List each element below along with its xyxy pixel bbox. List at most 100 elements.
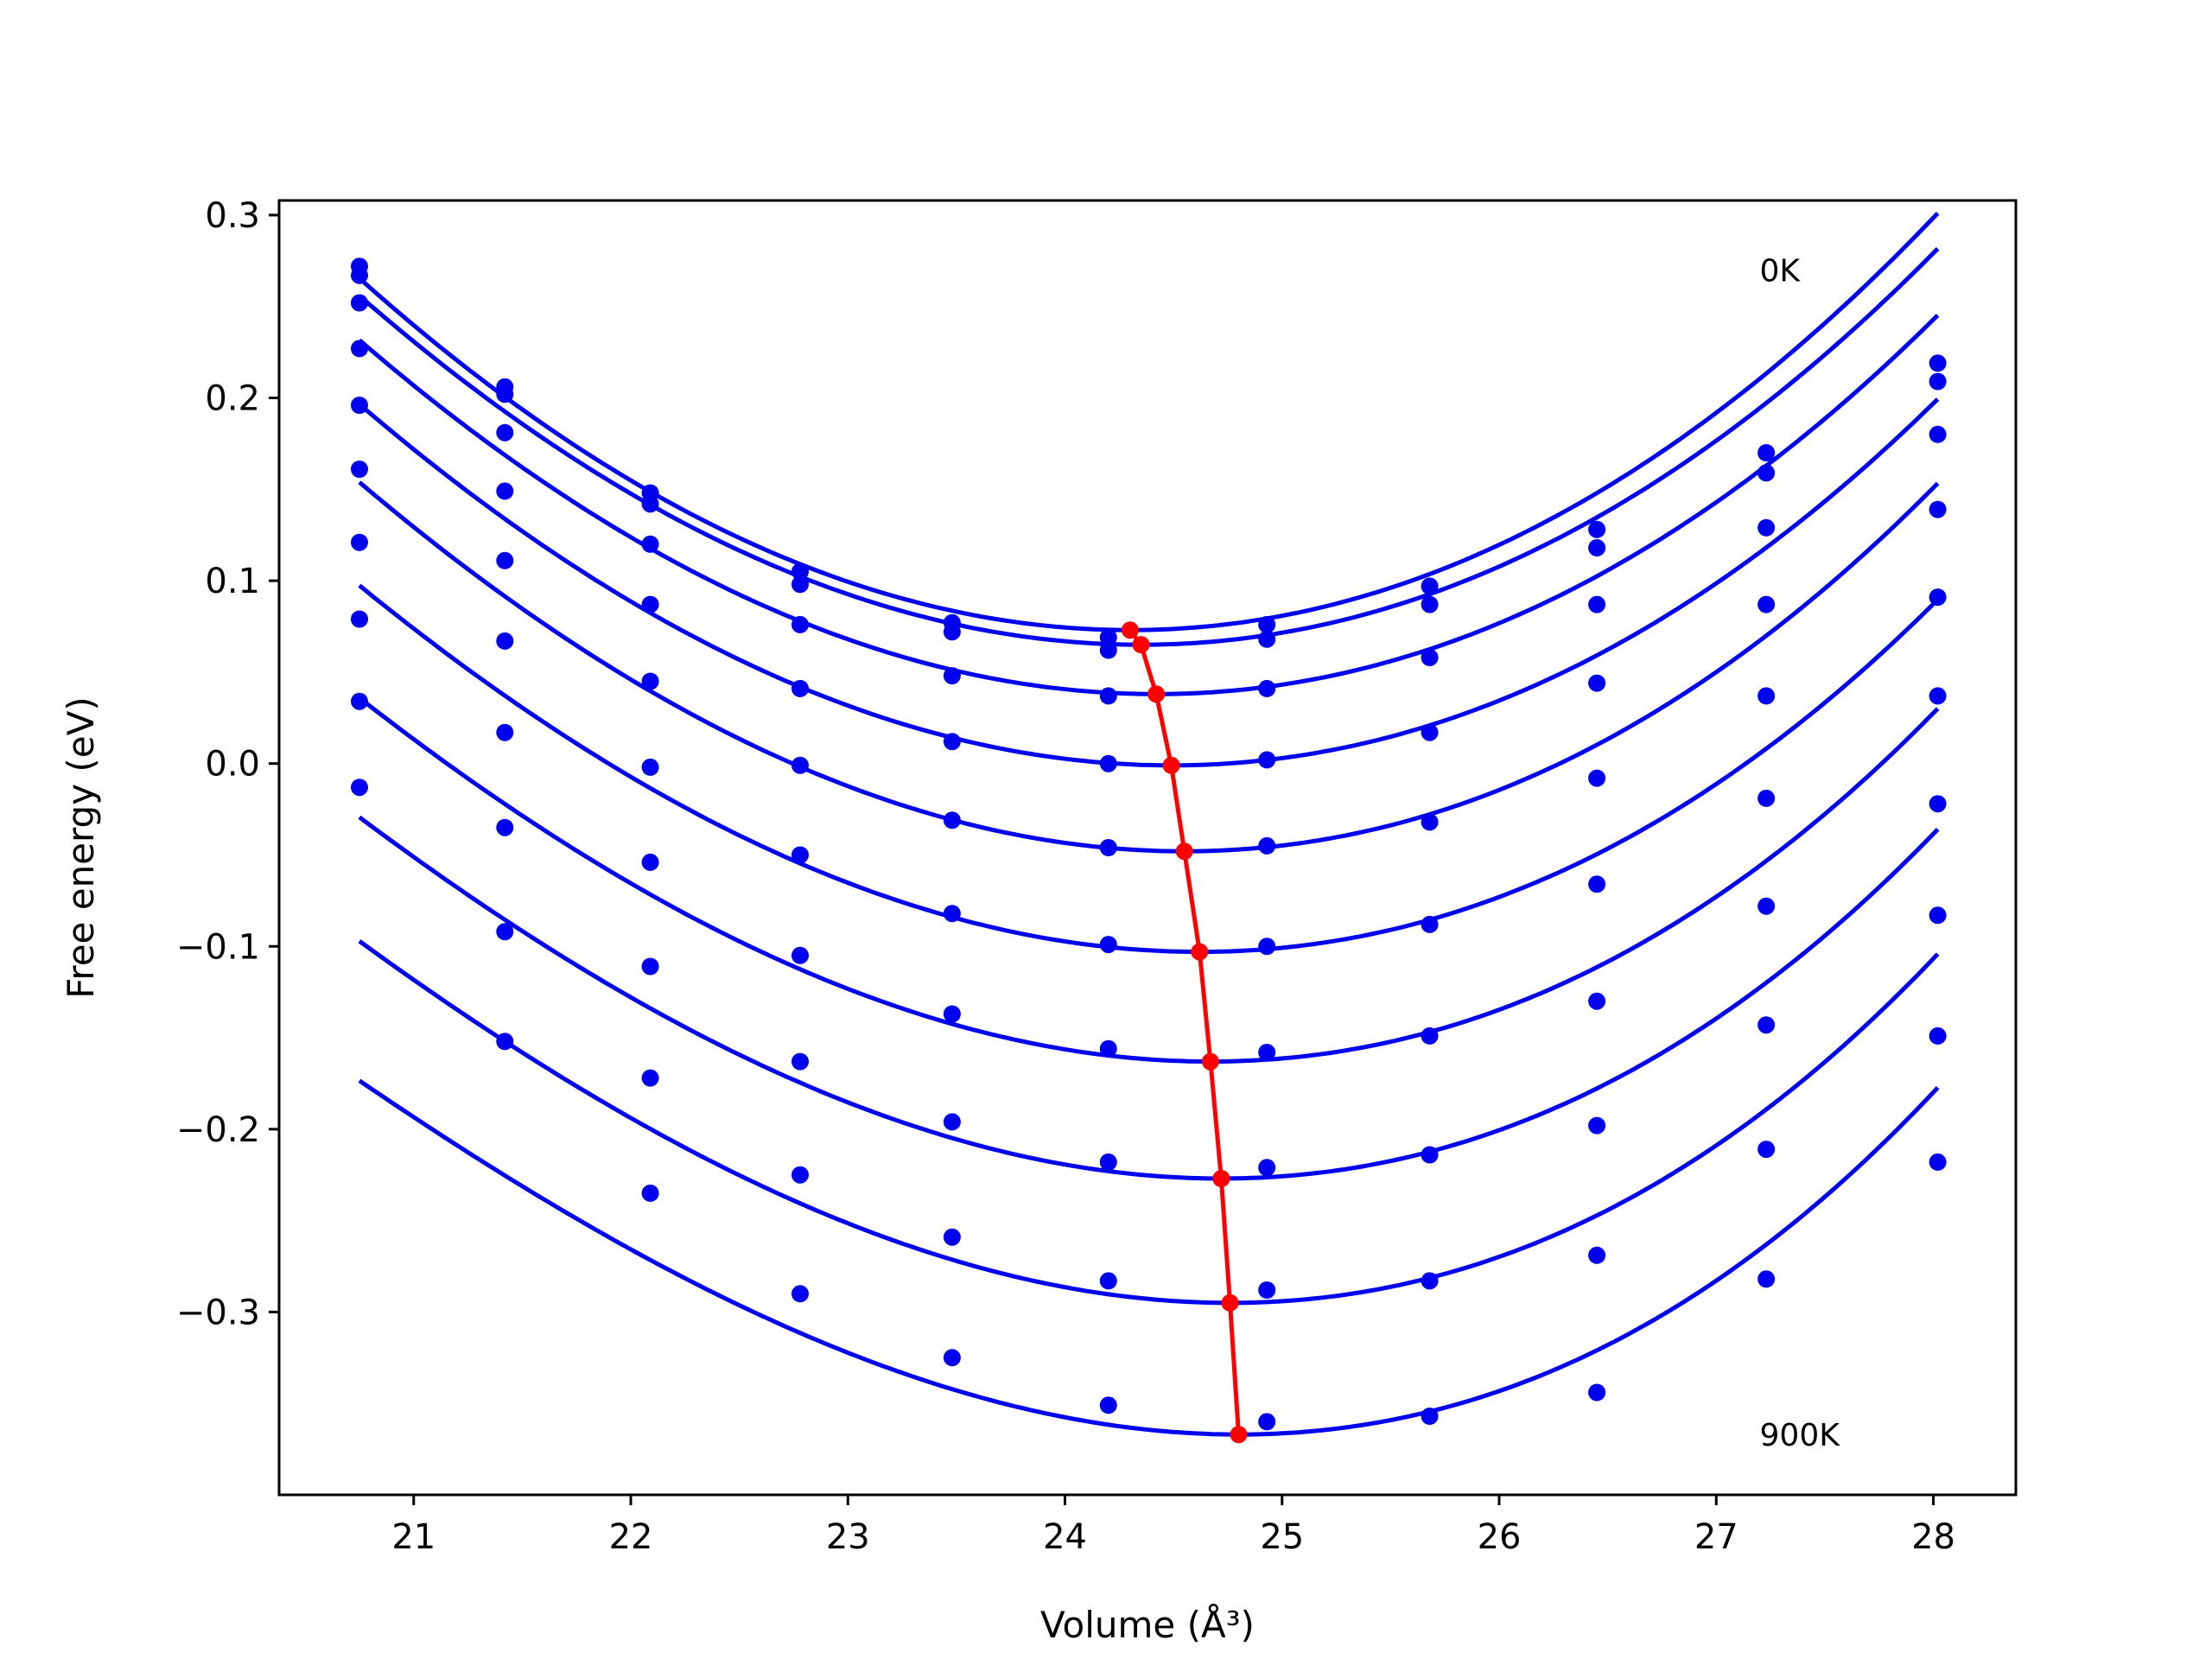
- data-point: [1099, 687, 1117, 705]
- data-point: [1258, 615, 1276, 633]
- data-point: [496, 551, 514, 569]
- data-point: [943, 811, 961, 830]
- data-point: [641, 535, 659, 553]
- fit-curve-8: [358, 939, 1940, 1306]
- y-tick-label: −0.1: [176, 927, 260, 967]
- data-point: [351, 461, 368, 478]
- fit-curve-0: [358, 212, 1940, 632]
- data-point: [1588, 595, 1606, 613]
- data-point: [791, 563, 809, 581]
- x-tick-label: 24: [1043, 1517, 1087, 1557]
- data-point: [791, 679, 809, 697]
- data-point: [1258, 679, 1276, 697]
- data-point: [1421, 1272, 1439, 1290]
- fit-curve-5: [358, 583, 1940, 955]
- data-point: [1929, 500, 1947, 518]
- data-point: [1258, 938, 1276, 956]
- data-point: [1421, 723, 1439, 741]
- data-point: [1258, 1413, 1276, 1431]
- x-axis-label: Volume (Å³): [1040, 1603, 1255, 1646]
- data-point: [791, 1285, 809, 1303]
- y-axis-label: Free energy (eV): [60, 696, 102, 999]
- data-point: [1099, 1153, 1117, 1171]
- data-point: [351, 266, 368, 284]
- data-point: [791, 615, 809, 633]
- data-point: [1421, 1027, 1439, 1045]
- data-point: [1421, 1408, 1439, 1425]
- x-tick-label: 21: [391, 1517, 435, 1557]
- data-point: [351, 397, 368, 414]
- data-point: [496, 818, 514, 836]
- x-tick-label: 28: [1911, 1517, 1955, 1557]
- data-point: [496, 385, 514, 404]
- data-point: [1588, 520, 1606, 538]
- data-point: [1588, 539, 1606, 556]
- data-point: [1421, 595, 1439, 613]
- minimum-point: [1132, 636, 1150, 654]
- minimum-point: [1212, 1170, 1230, 1187]
- data-point: [1258, 1159, 1276, 1177]
- data-point: [1588, 1246, 1606, 1264]
- data-point: [496, 482, 514, 500]
- data-point: [1588, 1383, 1606, 1402]
- x-tick-label: 27: [1694, 1517, 1738, 1557]
- data-point: [791, 846, 809, 864]
- minimum-point: [1162, 756, 1180, 774]
- temperature-annotation: 900K: [1760, 1418, 1841, 1453]
- data-point: [791, 575, 809, 594]
- data-point: [496, 423, 514, 442]
- data-point: [943, 905, 961, 923]
- data-point: [1421, 649, 1439, 666]
- y-tick-label: 0.1: [205, 562, 260, 601]
- data-point: [1421, 1146, 1439, 1164]
- data-point: [1929, 795, 1947, 813]
- data-point: [1099, 1039, 1117, 1058]
- data-point: [1929, 687, 1947, 705]
- data-point: [943, 1005, 961, 1023]
- fit-curve-3: [358, 397, 1940, 768]
- plot-frame: [277, 199, 2018, 1497]
- data-point: [1421, 915, 1439, 933]
- data-point: [1421, 813, 1439, 831]
- data-point: [1258, 751, 1276, 769]
- data-point: [1099, 936, 1117, 954]
- data-point: [1099, 641, 1117, 659]
- data-point: [1588, 875, 1606, 893]
- data-point: [1758, 897, 1776, 915]
- data-point: [641, 758, 659, 776]
- data-point: [1099, 1272, 1117, 1290]
- data-point: [351, 340, 368, 358]
- data-point: [351, 533, 368, 551]
- data-point: [1588, 992, 1606, 1010]
- x-tick-label: 25: [1260, 1517, 1304, 1557]
- data-point: [1929, 1153, 1947, 1171]
- data-point: [1758, 1141, 1776, 1159]
- data-points: [351, 257, 1947, 1431]
- y-tick-label: 0.3: [205, 196, 260, 236]
- data-point: [1758, 595, 1776, 613]
- data-point: [641, 957, 659, 976]
- data-point: [1758, 1016, 1776, 1034]
- data-point: [496, 1033, 514, 1051]
- data-point: [791, 756, 809, 774]
- data-point: [1929, 1027, 1947, 1045]
- data-point: [1758, 518, 1776, 537]
- data-point: [1258, 836, 1276, 855]
- data-point: [943, 733, 961, 751]
- data-point: [1099, 628, 1117, 646]
- fit-curve-7: [358, 815, 1940, 1181]
- minimum-point: [1230, 1426, 1248, 1444]
- data-point: [943, 667, 961, 685]
- data-point: [1929, 588, 1947, 607]
- data-point: [641, 1069, 659, 1087]
- y-axis: 0.3 0.2 0.1 0.0 −0.1 −0.2 −0.3: [176, 196, 279, 1332]
- data-point: [496, 632, 514, 650]
- data-point: [1099, 1396, 1117, 1414]
- data-point: [1588, 769, 1606, 787]
- data-point: [943, 1228, 961, 1246]
- data-point: [496, 723, 514, 741]
- data-point: [641, 495, 659, 513]
- data-point: [1099, 754, 1117, 772]
- data-point: [641, 595, 659, 613]
